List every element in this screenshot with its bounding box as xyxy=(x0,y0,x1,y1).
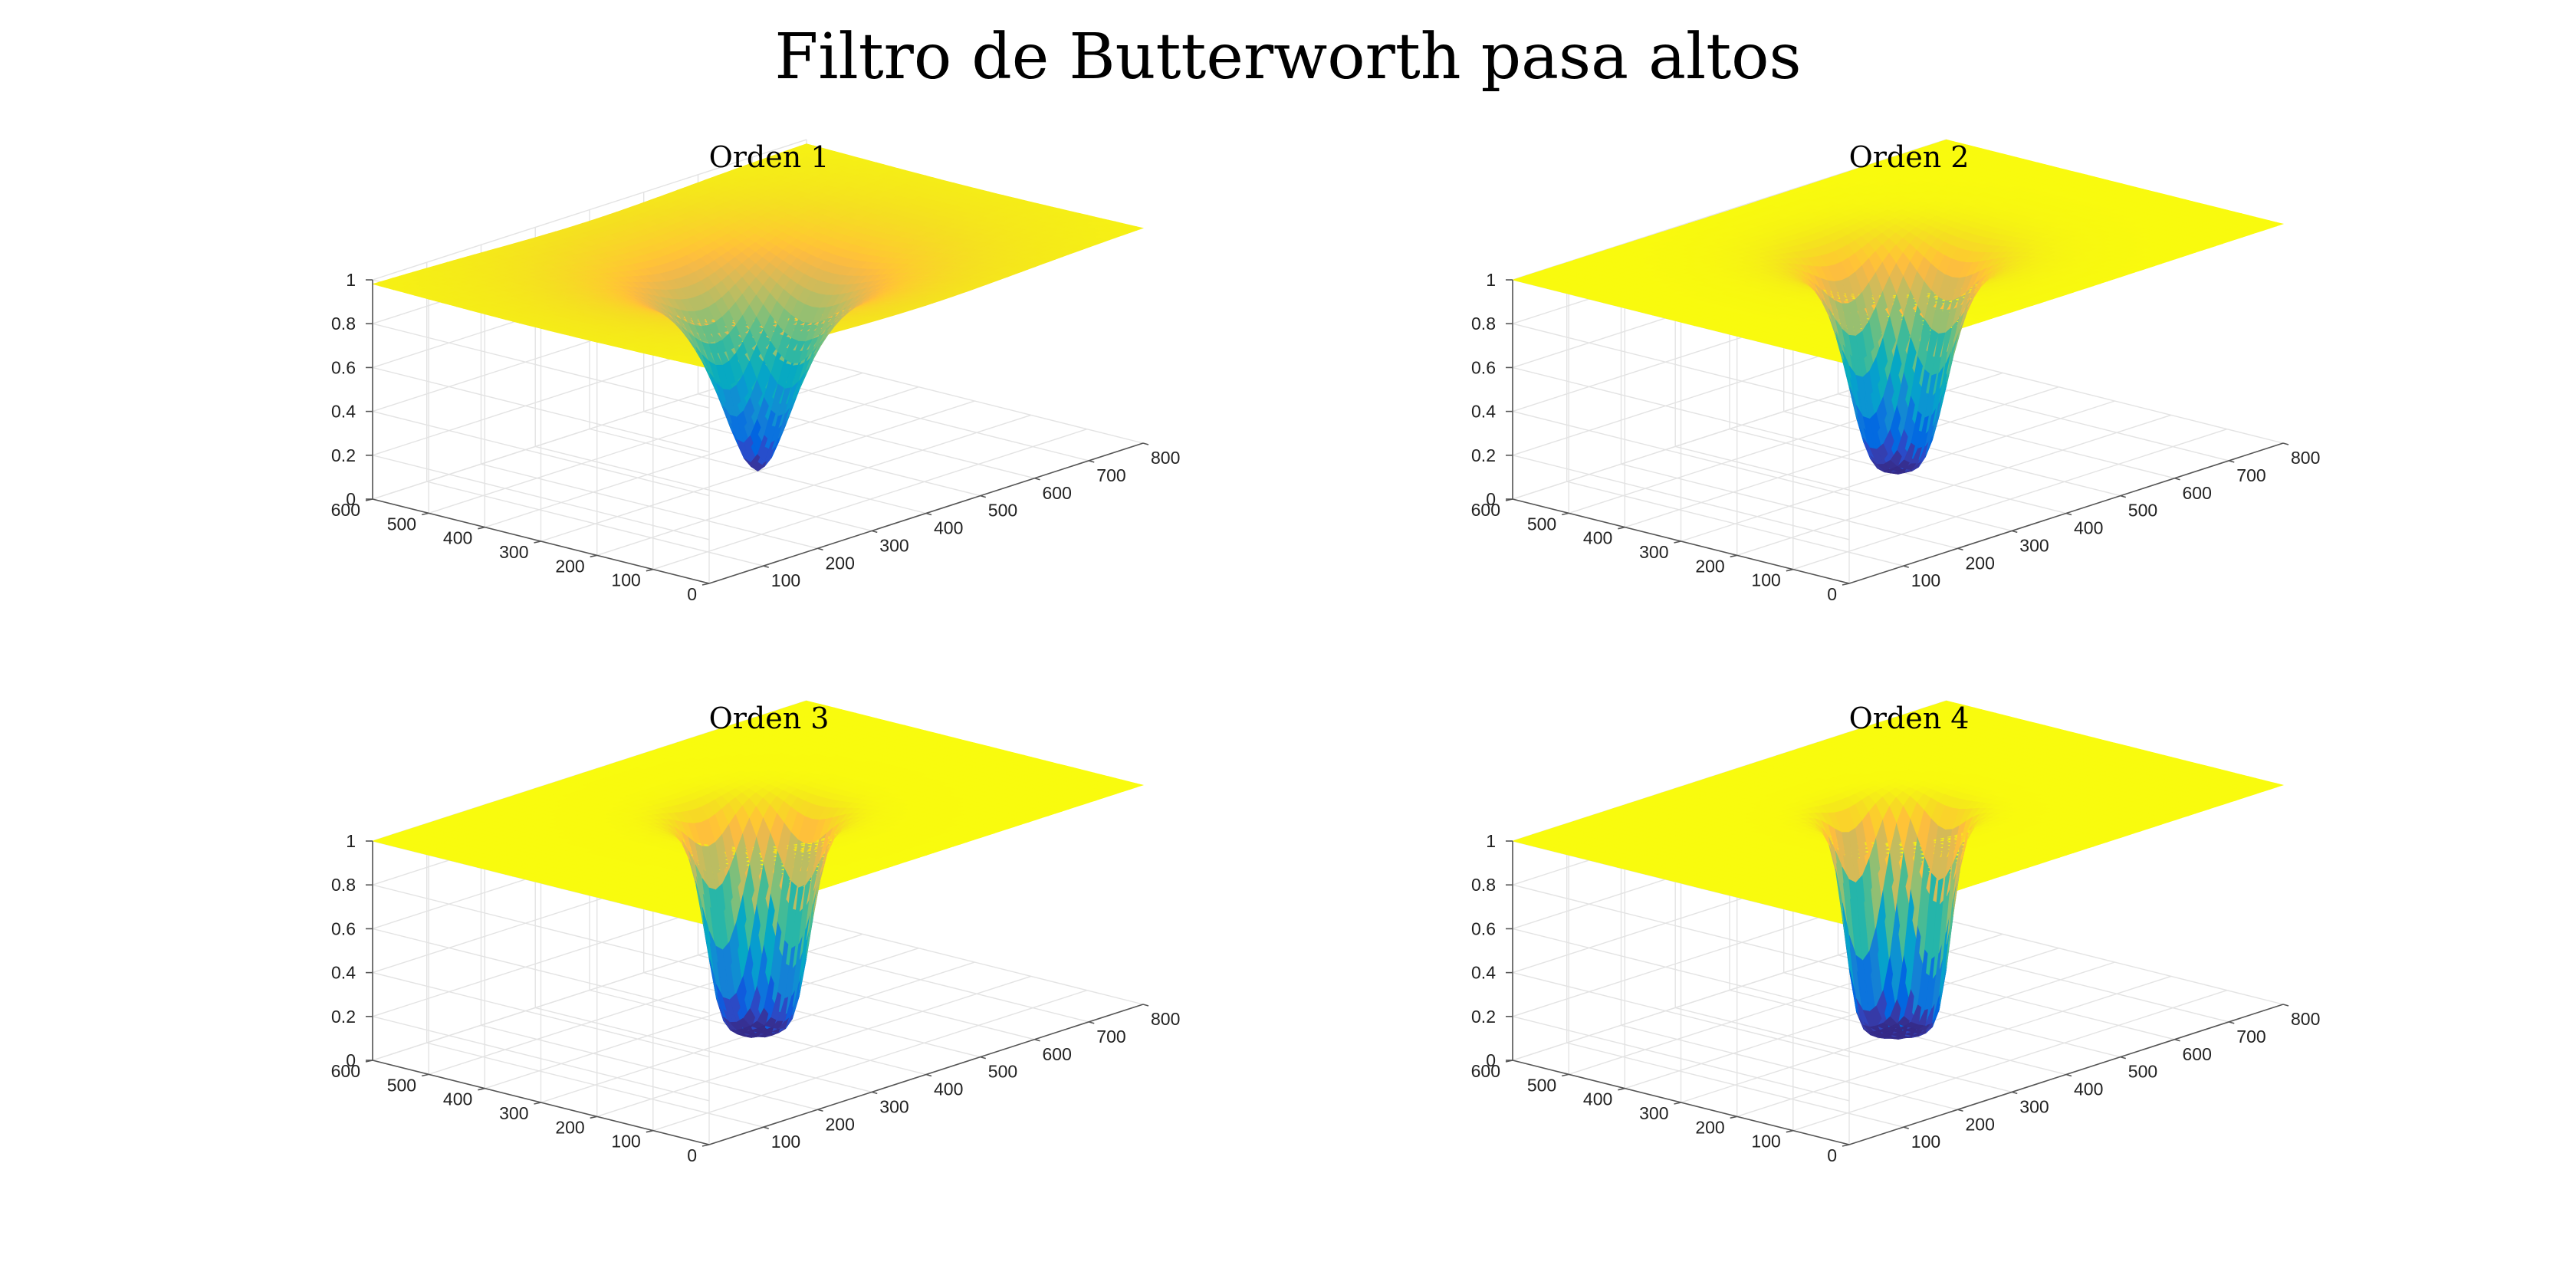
x-tick-label: 500 xyxy=(988,501,1017,521)
x-tick-label: 200 xyxy=(826,553,855,573)
z-tick-label: 0 xyxy=(346,489,356,509)
z-tick-label: 0.4 xyxy=(331,402,356,422)
sidewall-gridline-z xyxy=(372,410,710,497)
y-tick-label: 400 xyxy=(443,528,472,548)
x-tick-label: 300 xyxy=(879,535,909,555)
z-tick-label: 0.2 xyxy=(331,445,356,465)
y-tick-label: 500 xyxy=(387,514,416,534)
y-tick-label: 300 xyxy=(499,542,528,562)
z-tick-label: 0.6 xyxy=(331,357,356,377)
subplot-title: Orden 1 xyxy=(709,140,830,174)
sidewall-gridline-z xyxy=(372,323,710,409)
floor-gridline-y xyxy=(652,429,1088,570)
y-tick-label: 0 xyxy=(687,584,697,604)
backwall-gridline-z xyxy=(372,139,807,281)
floor-gridline-y xyxy=(596,414,1031,556)
x-tick-label: 600 xyxy=(1043,483,1072,503)
floor-gridline-y xyxy=(485,386,919,528)
x-tick-label: 700 xyxy=(1096,465,1125,485)
figure-title: Filtro de Butterworth pasa altos xyxy=(774,21,1801,94)
y-tick-label: 200 xyxy=(555,556,584,576)
x-tick-label: 100 xyxy=(771,570,800,590)
x-tick-label: 800 xyxy=(1151,448,1180,468)
surface xyxy=(371,143,1145,472)
x-tick-label: 400 xyxy=(934,518,963,538)
z-tick-label: 1 xyxy=(346,270,356,290)
y-tick-label: 100 xyxy=(611,570,640,590)
z-tick-label: 0.8 xyxy=(331,314,356,334)
sidewall-gridline-z xyxy=(372,455,710,540)
sidewall-gridline-z xyxy=(372,366,710,453)
subplot-orden-1: 100 200 300 400 500 600 700 800 0 100 200 300 400 500… xyxy=(331,139,1180,604)
